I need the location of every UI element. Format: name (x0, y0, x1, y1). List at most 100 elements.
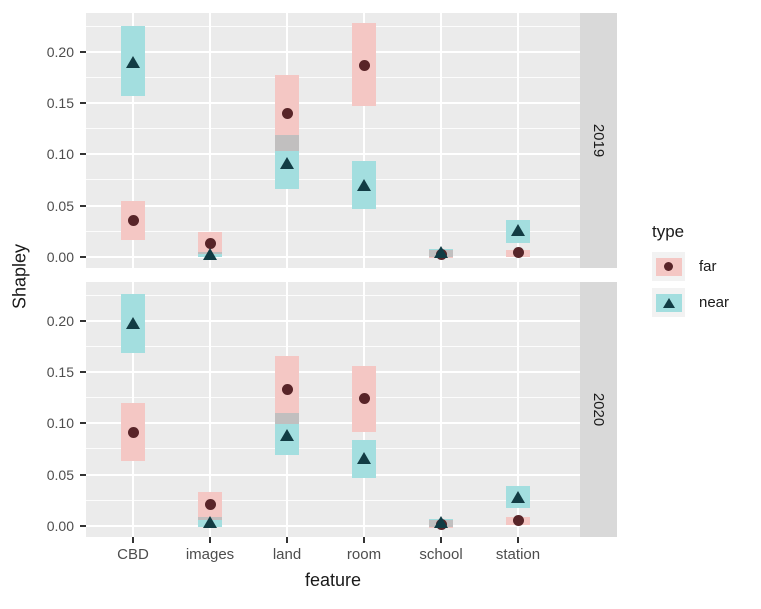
y-tick-label: 0.20 (46, 43, 74, 60)
far-point-CBD (127, 215, 139, 227)
gridline-minor-h (86, 346, 580, 348)
y-tick-mark (80, 371, 86, 374)
x-tick-mark (132, 537, 134, 543)
near-point-CBD (126, 316, 140, 329)
gridline-major-h (86, 204, 580, 207)
y-tick-mark (80, 319, 86, 322)
gridline-major-h (86, 50, 580, 53)
facet-strip-label: 2020 (590, 392, 607, 427)
legend-entry-near: near (652, 288, 729, 317)
far-circle-icon (664, 262, 673, 271)
near-point-land (280, 428, 294, 441)
gridline-major-h (86, 371, 580, 374)
facet-panel-2020 (86, 282, 580, 537)
x-axis-title: feature (304, 570, 362, 590)
gridline-major-v (363, 13, 365, 268)
y-tick-mark (80, 524, 86, 527)
x-tick-label-school: school (419, 546, 463, 563)
y-tick-label: 0.00 (46, 248, 74, 265)
y-tick-mark (80, 50, 86, 53)
near-swatch (655, 293, 682, 312)
y-tick-mark (80, 102, 86, 105)
far-point-station (512, 515, 524, 527)
gridline-major-h (86, 422, 580, 425)
legend-label-far: far (699, 258, 717, 275)
gridline-major-h (86, 153, 580, 156)
y-tick-label: 0.10 (46, 415, 74, 432)
legend-key-near (652, 288, 685, 317)
facet-strip-2020: 2020 (580, 282, 617, 537)
gridline-minor-h (86, 128, 580, 130)
y-axis-title: Shapley (9, 243, 30, 310)
y-tick-label: 0.15 (46, 95, 74, 112)
near-point-station (511, 491, 525, 504)
far-point-land (281, 384, 293, 396)
x-tick-mark (209, 537, 211, 543)
near-point-room (357, 179, 371, 192)
y-tick-mark (80, 422, 86, 425)
y-tick-label: 0.20 (46, 312, 74, 329)
gridline-major-v (440, 282, 442, 537)
gridline-major-h (86, 319, 580, 322)
legend-entry-far: far (652, 252, 729, 281)
facet-strip-label: 2019 (590, 123, 607, 158)
near-point-CBD (126, 56, 140, 69)
y-tick-label: 0.10 (46, 146, 74, 163)
far-point-station (512, 247, 524, 259)
crossbar-overlap-land (275, 134, 299, 152)
gridline-major-v (132, 13, 134, 268)
gridline-major-h (86, 524, 580, 527)
facet-panel-2019 (86, 13, 580, 268)
x-tick-label-land: land (272, 546, 302, 563)
near-point-school (434, 245, 448, 258)
far-point-images (204, 498, 216, 510)
x-tick-label-station: station (495, 546, 541, 563)
legend-key-far (652, 252, 685, 281)
x-tick-mark (286, 537, 288, 543)
gridline-major-h (86, 473, 580, 476)
far-point-land (281, 107, 293, 119)
facet-strip-2019: 2019 (580, 13, 617, 268)
gridline-minor-h (86, 179, 580, 181)
near-point-land (280, 156, 294, 169)
x-tick-mark (363, 537, 365, 543)
far-point-CBD (127, 427, 139, 439)
far-point-room (358, 59, 370, 71)
near-point-images (203, 515, 217, 528)
gridline-major-v (517, 13, 519, 268)
gridline-major-v (440, 13, 442, 268)
near-point-station (511, 224, 525, 237)
y-tick-label: 0.05 (46, 466, 74, 483)
crossbar-overlap-land (275, 413, 299, 425)
gridline-major-v (209, 13, 211, 268)
near-point-room (357, 452, 371, 465)
y-tick-mark (80, 255, 86, 258)
y-tick-mark (80, 473, 86, 476)
gridline-major-h (86, 102, 580, 105)
y-tick-mark (80, 204, 86, 207)
near-triangle-icon (662, 297, 675, 308)
y-tick-label: 0.00 (46, 517, 74, 534)
gridline-minor-h (86, 230, 580, 232)
x-tick-label-room: room (346, 546, 382, 563)
gridline-minor-h (86, 77, 580, 79)
far-point-room (358, 393, 370, 405)
gridline-major-v (209, 282, 211, 537)
x-tick-label-CBD: CBD (117, 546, 149, 563)
legend: type far near (652, 222, 729, 324)
gridline-major-v (517, 282, 519, 537)
legend-title: type (652, 222, 685, 241)
x-tick-mark (517, 537, 519, 543)
y-tick-mark (80, 153, 86, 156)
x-tick-label-images: images (185, 546, 235, 563)
gridline-minor-h (86, 25, 580, 27)
far-point-images (204, 237, 216, 249)
gridline-minor-h (86, 294, 580, 296)
near-point-images (203, 247, 217, 260)
far-swatch (655, 257, 682, 276)
gridline-minor-h (86, 499, 580, 501)
gridline-major-h (86, 255, 580, 258)
x-tick-mark (440, 537, 442, 543)
y-tick-label: 0.15 (46, 364, 74, 381)
